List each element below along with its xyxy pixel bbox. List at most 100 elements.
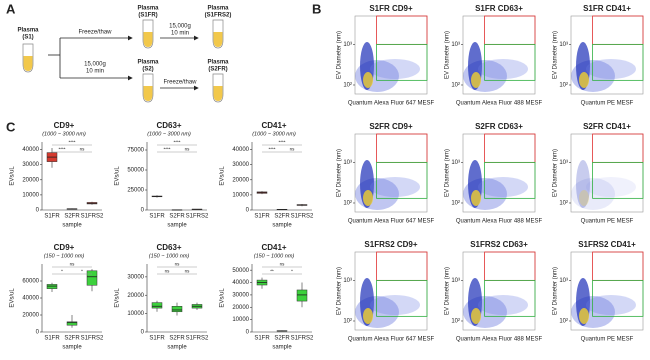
y-tick-label: 10³	[343, 160, 352, 166]
chart-subtitle: (150 ~ 1000 nm)	[149, 253, 190, 259]
y-tick-label: 0	[141, 208, 145, 214]
y-tick-label: 10²	[559, 319, 568, 325]
y-tick-label: 30000	[232, 162, 249, 168]
chart-subtitle: (150 ~ 1000 nm)	[44, 253, 85, 259]
y-tick-label: 40000	[232, 280, 249, 286]
x-axis-label: sample	[167, 345, 187, 351]
density-cloud	[579, 308, 589, 324]
y-tick-label: 10³	[559, 278, 568, 284]
y-tick-label: 0	[246, 330, 250, 336]
x-tick-label: S2FR	[64, 214, 80, 220]
comparison-label: ns	[280, 262, 286, 267]
node-id: (S1)	[22, 35, 33, 41]
y-tick-label: 30000	[232, 292, 249, 298]
x-axis-label: Quantum PE MESF	[581, 219, 634, 225]
comparison-label: ns	[185, 147, 191, 152]
plot-title: S1FRS2 CD9+	[364, 240, 417, 249]
node-name: Plasma	[137, 6, 159, 12]
x-tick-label: S1FR	[254, 214, 270, 220]
y-tick-label: 40000	[22, 296, 39, 302]
density-cloud	[363, 72, 373, 88]
y-tick-label: 10³	[451, 160, 460, 166]
flow-lines	[48, 35, 199, 91]
density-cloud	[478, 295, 528, 315]
comparison-label: ns	[80, 147, 86, 152]
x-tick-label: S1FR	[149, 336, 165, 342]
density-cloud	[370, 59, 420, 79]
density-cloud	[586, 59, 636, 79]
plot-title: S1FR CD9+	[369, 4, 413, 13]
y-tick-label: 10³	[559, 42, 568, 48]
density-cloud	[478, 177, 528, 197]
comparison-label: ns	[290, 147, 296, 152]
y-tick-label: 25000	[127, 188, 144, 194]
plot-title: S1FRS2 CD63+	[470, 240, 528, 249]
density-cloud	[579, 190, 589, 206]
box	[171, 306, 183, 313]
chart-title: CD41+	[261, 243, 286, 252]
gate-lower	[484, 161, 536, 199]
density-cloud	[370, 177, 420, 197]
comparison-label: ns	[185, 269, 191, 274]
y-tick-label: 10²	[451, 83, 460, 89]
comparison-label: ****	[68, 140, 75, 145]
x-axis-label: Quantum Alexa Fluor 488 MESF	[456, 219, 543, 225]
y-tick-label: 10000	[127, 311, 144, 317]
comparison-label: ns	[165, 269, 171, 274]
density-cloud	[471, 308, 481, 324]
y-tick-label: 10³	[451, 42, 460, 48]
y-axis-label: EV Diameter (nm)	[445, 267, 451, 315]
plot-title: S2FR CD63+	[475, 122, 523, 131]
gate-lower	[592, 161, 644, 199]
plot-frame	[570, 133, 644, 213]
comparison-label: *	[291, 269, 293, 274]
y-tick-label: 10000	[232, 317, 249, 323]
x-tick-label: S1FRS2	[291, 214, 314, 220]
x-axis-label: Quantum Alexa Fluor 488 MESF	[456, 337, 543, 343]
step-label: 15,000g	[169, 24, 191, 30]
y-axis-label: EV Diameter (nm)	[553, 31, 559, 79]
y-tick-label: 10³	[451, 278, 460, 284]
density-cloud	[586, 295, 636, 315]
density-cloud	[363, 190, 373, 206]
comparison-label: ****	[58, 147, 65, 152]
gate-lower	[592, 43, 644, 81]
y-tick-label: 10000	[22, 192, 39, 198]
x-tick-label: S1FRS2	[291, 336, 314, 342]
y-axis-label: EVs/uL	[10, 288, 16, 308]
chart-title: CD63+	[156, 121, 181, 130]
step-label: 10 min	[86, 69, 104, 75]
x-tick-label: S1FR	[44, 336, 60, 342]
y-tick-label: 50000	[232, 268, 249, 274]
y-tick-label: 20000	[22, 177, 39, 183]
x-tick-label: S2FR	[64, 336, 80, 342]
y-axis-label: EV Diameter (nm)	[445, 149, 451, 197]
chart-title: CD9+	[54, 121, 75, 130]
y-tick-label: 40000	[22, 147, 39, 153]
y-tick-label: 0	[246, 208, 250, 214]
x-tick-label: S2FR	[274, 214, 290, 220]
gate-lower	[592, 279, 644, 317]
y-tick-label: 60000	[22, 279, 39, 285]
y-axis-label: EVs/uL	[220, 288, 226, 308]
y-tick-label: 10³	[343, 42, 352, 48]
comparison-label: ****	[173, 140, 180, 145]
x-tick-label: S2FR	[169, 214, 185, 220]
y-tick-label: 10²	[343, 319, 352, 325]
chart-title: CD41+	[261, 121, 286, 130]
node-name: Plasma	[207, 6, 229, 12]
comparison-label: ****	[278, 140, 285, 145]
y-axis-label: EV Diameter (nm)	[337, 267, 343, 315]
chart-subtitle: (1000 ~ 3000 nm)	[42, 131, 86, 137]
y-axis-label: EVs/uL	[220, 166, 226, 186]
x-axis-label: Quantum Alexa Fluor 488 MESF	[456, 101, 543, 107]
box	[296, 289, 308, 302]
density-cloud	[586, 177, 636, 197]
x-axis-label: Quantum Alexa Fluor 647 MESF	[348, 337, 435, 343]
y-tick-label: 30000	[22, 162, 39, 168]
plot-title: S1FR CD63+	[475, 4, 523, 13]
x-tick-label: S1FRS2	[81, 214, 104, 220]
y-tick-label: 10²	[343, 201, 352, 207]
density-cloud	[478, 59, 528, 79]
